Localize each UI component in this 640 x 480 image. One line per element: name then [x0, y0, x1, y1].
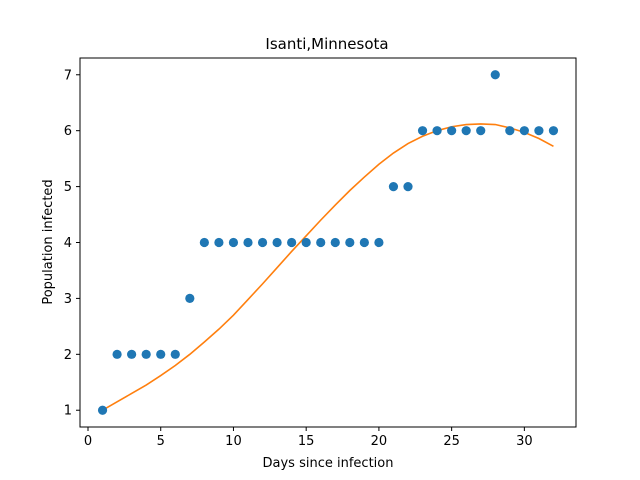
y-tick-label: 3: [64, 292, 72, 307]
data-point: [345, 237, 355, 248]
data-point: [243, 237, 253, 248]
data-point: [272, 237, 282, 248]
data-point: [156, 349, 166, 359]
data-point: [374, 237, 384, 248]
data-points-layer: [97, 70, 559, 415]
data-point: [112, 349, 122, 359]
data-point: [432, 126, 442, 136]
data-point: [97, 405, 108, 415]
x-tick-label: 25: [443, 434, 460, 449]
chart-title: Isanti,Minnesota: [265, 35, 388, 53]
x-tick-label: 30: [516, 434, 533, 449]
y-tick-label: 5: [64, 180, 72, 195]
data-point: [214, 237, 224, 248]
data-point: [185, 293, 195, 304]
data-point: [461, 126, 471, 136]
data-point: [359, 237, 369, 248]
fit-curve: [102, 123, 554, 411]
plot-area: [80, 58, 576, 427]
data-point: [476, 126, 486, 136]
x-tick-label: 20: [371, 434, 388, 449]
y-tick-label: 6: [64, 124, 72, 139]
data-point: [417, 126, 428, 136]
data-point: [548, 126, 559, 136]
data-point: [141, 349, 151, 359]
x-tick-label: 5: [157, 434, 165, 449]
y-tick-label: 7: [64, 68, 72, 83]
data-point: [316, 237, 326, 248]
data-point: [388, 181, 399, 192]
data-point: [330, 237, 340, 248]
data-point: [519, 126, 529, 136]
data-point: [534, 126, 544, 136]
x-axis-ticks: 0 5 10 15 20 25 30: [84, 427, 533, 449]
x-tick-label: 0: [84, 434, 92, 449]
data-point: [199, 237, 209, 248]
data-point: [301, 237, 311, 248]
y-tick-label: 4: [64, 236, 72, 251]
y-tick-label: 2: [64, 348, 72, 363]
fit-curve-layer: [102, 123, 554, 411]
data-point: [127, 349, 137, 359]
x-tick-label: 15: [298, 434, 315, 449]
x-tick-label: 10: [225, 434, 242, 449]
y-axis-ticks: 1 2 3 4 5 6 7: [64, 68, 80, 419]
data-point: [447, 126, 457, 136]
x-axis-label: Days since infection: [263, 456, 394, 471]
data-point: [490, 70, 500, 80]
data-point: [257, 237, 268, 248]
y-axis-label: Population infected: [41, 179, 56, 304]
y-tick-label: 1: [64, 404, 72, 419]
data-point: [228, 237, 239, 248]
data-point: [170, 349, 180, 359]
data-point: [505, 126, 515, 136]
data-point: [403, 181, 413, 192]
data-point: [287, 237, 297, 248]
